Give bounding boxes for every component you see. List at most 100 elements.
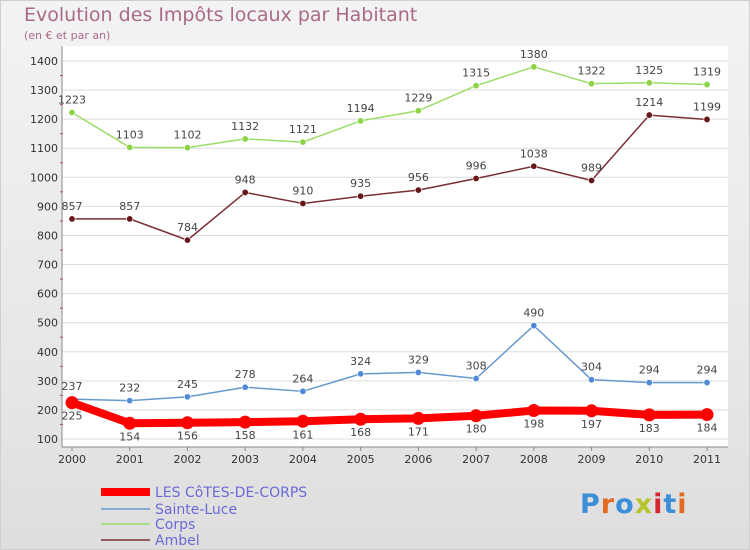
data-point [414, 107, 422, 115]
data-point [588, 376, 596, 384]
data-label: 197 [581, 418, 602, 431]
y-tick-label: 700 [37, 259, 58, 272]
x-tick-label: 2005 [347, 453, 375, 466]
x-tick-label: 2006 [404, 453, 432, 466]
data-point [241, 188, 249, 196]
data-point [241, 383, 249, 391]
data-point [411, 411, 425, 425]
data-label: 996 [466, 159, 487, 172]
data-label: 956 [408, 171, 429, 184]
series-line-les-c-tes-de-corps [70, 398, 708, 428]
data-label: 245 [177, 378, 198, 391]
y-tick-label: 600 [37, 288, 58, 301]
data-label: 490 [523, 307, 544, 320]
data-label: 910 [292, 184, 313, 197]
x-tick-label: 2010 [635, 453, 663, 466]
data-label: 1315 [462, 67, 490, 80]
data-label: 278 [235, 368, 256, 381]
data-point [126, 397, 134, 405]
data-label: 158 [235, 429, 256, 442]
y-tick-label: 1000 [30, 171, 58, 184]
data-label: 1322 [578, 65, 606, 78]
axes: 1002003004005006007008009001000110012001… [30, 46, 728, 466]
x-tick-label: 2001 [116, 453, 144, 466]
data-point [180, 416, 194, 430]
logo-letter: i [653, 489, 664, 520]
y-tick-label: 400 [37, 346, 58, 359]
chart-title: Evolution des Impôts locaux par Habitant [24, 4, 418, 26]
data-point [469, 409, 483, 423]
data-label: 1121 [289, 123, 317, 136]
data-point [183, 236, 191, 244]
series-line-ambel [72, 114, 708, 241]
logo-letter: i [677, 489, 688, 520]
y-tick-label: 1300 [30, 84, 58, 97]
data-label: 232 [119, 382, 140, 395]
data-point [299, 387, 307, 395]
logo-letter: x [634, 489, 654, 520]
data-point [296, 414, 310, 428]
data-label: 294 [639, 364, 660, 377]
x-tick-label: 2009 [578, 453, 606, 466]
data-point [123, 416, 137, 430]
data-point [354, 412, 368, 426]
data-point [357, 117, 365, 125]
data-point [472, 82, 480, 90]
data-point [183, 144, 191, 152]
y-tick-label: 200 [37, 404, 58, 417]
data-label: 154 [119, 430, 140, 443]
y-tick-label: 800 [37, 229, 58, 242]
data-point [472, 375, 480, 383]
data-label: 308 [466, 360, 487, 373]
data-point [703, 115, 711, 123]
data-point [527, 404, 541, 418]
data-point [700, 408, 714, 422]
data-label: 198 [523, 418, 544, 431]
data-label: 329 [408, 353, 429, 366]
data-label: 304 [581, 361, 602, 374]
data-point [530, 63, 538, 71]
y-tick-label: 100 [37, 433, 58, 446]
data-point [357, 192, 365, 200]
proxiti-logo: Proxiti [580, 489, 688, 520]
series-group: 857 857 784 948 910 935 956 996 1038 989 1214 1199 1… [58, 48, 721, 443]
data-label: 1380 [520, 48, 548, 61]
logo-letter: P [580, 489, 601, 520]
data-label: 784 [177, 221, 198, 234]
data-label: 161 [292, 428, 313, 441]
data-point [642, 408, 656, 422]
data-point [414, 368, 422, 376]
data-point [472, 174, 480, 182]
data-label: 1103 [116, 128, 144, 141]
logo-letter: t [663, 489, 678, 520]
y-tick-label: 300 [37, 375, 58, 388]
data-label: 1132 [231, 120, 259, 133]
legend-label: Sainte-Luce [155, 502, 237, 518]
data-label: 857 [119, 200, 140, 213]
data-point [530, 162, 538, 170]
data-label: 225 [62, 410, 83, 423]
data-label: 989 [581, 162, 602, 175]
logo-letter: r [600, 489, 616, 520]
chart-subtitle: (en € et par an) [24, 29, 111, 42]
x-tick-label: 2003 [231, 453, 259, 466]
legend-label: LES CôTES-DE-CORPS [155, 485, 307, 501]
data-point [183, 393, 191, 401]
data-label: 1038 [520, 147, 548, 160]
series-line-sainte-luce [71, 324, 707, 402]
data-point [414, 186, 422, 194]
logo-letter: o [615, 489, 635, 520]
data-point [530, 322, 538, 330]
data-label: 168 [350, 426, 371, 439]
data-label: 948 [235, 173, 256, 186]
data-label: 237 [62, 380, 83, 393]
data-point [241, 135, 249, 143]
data-point [68, 108, 76, 116]
grid [62, 46, 728, 447]
data-label: 1229 [404, 92, 432, 105]
data-point [299, 199, 307, 207]
data-point [645, 379, 653, 387]
y-tick-label: 1400 [30, 55, 58, 68]
